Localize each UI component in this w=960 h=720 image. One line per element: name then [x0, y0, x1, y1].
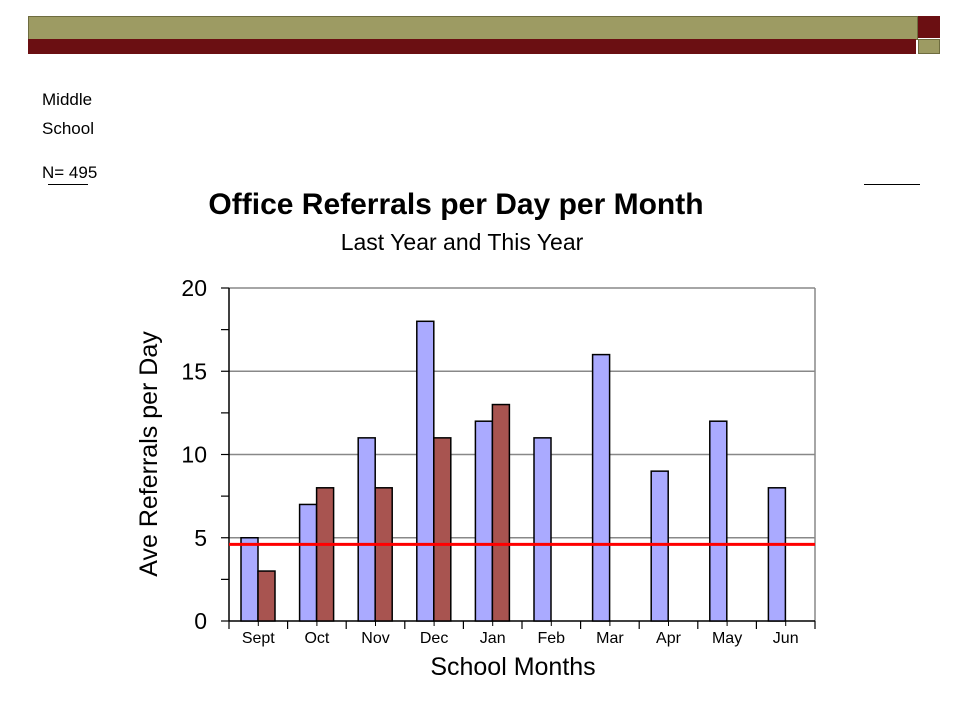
bar-series-2	[374, 487, 393, 622]
x-category-label: Mar	[596, 630, 624, 647]
bar-series-1	[650, 470, 669, 622]
school-label-line1: Middle	[42, 90, 93, 109]
bar-series-2	[433, 437, 452, 622]
bar-series-1	[240, 537, 259, 622]
y-tick-label: 5	[194, 525, 207, 551]
x-category-label: Sept	[242, 630, 275, 647]
chart-title: Office Referrals per Day per Month	[208, 188, 703, 221]
x-category-label: May	[712, 630, 742, 647]
underline-rule-right	[864, 184, 920, 185]
corner-square-olive	[918, 39, 940, 54]
y-tick-label: 15	[181, 358, 207, 384]
y-tick-label: 0	[194, 608, 207, 634]
x-axis-label: School Months	[430, 653, 595, 681]
header-bar-maroon	[28, 39, 916, 54]
x-category-label: Feb	[538, 630, 566, 647]
bar-series-1	[357, 437, 376, 622]
school-label-line2: School	[42, 119, 94, 138]
underline-rule-left	[48, 184, 88, 185]
y-axis-label: Ave Referrals per Day	[135, 331, 163, 577]
bar-series-1	[767, 487, 787, 622]
x-category-label: Oct	[304, 630, 329, 647]
bar-series-2	[491, 403, 511, 622]
bar-series-2	[257, 570, 276, 622]
x-category-label: Jun	[773, 630, 799, 647]
bar-series-1	[709, 420, 728, 622]
plot-area: 0 5 10 15 20 Sept Oct Nov Dec Jan Feb Mar Apr May Jun	[181, 275, 816, 647]
y-tick-label: 20	[181, 275, 207, 301]
bar-series-2	[315, 487, 335, 622]
bar-series-1	[474, 420, 494, 622]
x-category-label: Dec	[420, 630, 448, 647]
bar-series-1	[416, 320, 435, 622]
corner-square-maroon	[918, 16, 940, 38]
bar-series-1	[533, 437, 552, 622]
x-category-label: Jan	[480, 630, 506, 647]
chart-subtitle: Last Year and This Year	[341, 229, 584, 255]
y-tick-label: 10	[181, 442, 207, 468]
x-category-label: Apr	[656, 630, 682, 647]
sample-size-label: N= 495	[42, 163, 98, 182]
x-category-label: Nov	[361, 630, 389, 647]
bar-series-1	[298, 503, 318, 622]
bar-series-1	[591, 353, 611, 622]
